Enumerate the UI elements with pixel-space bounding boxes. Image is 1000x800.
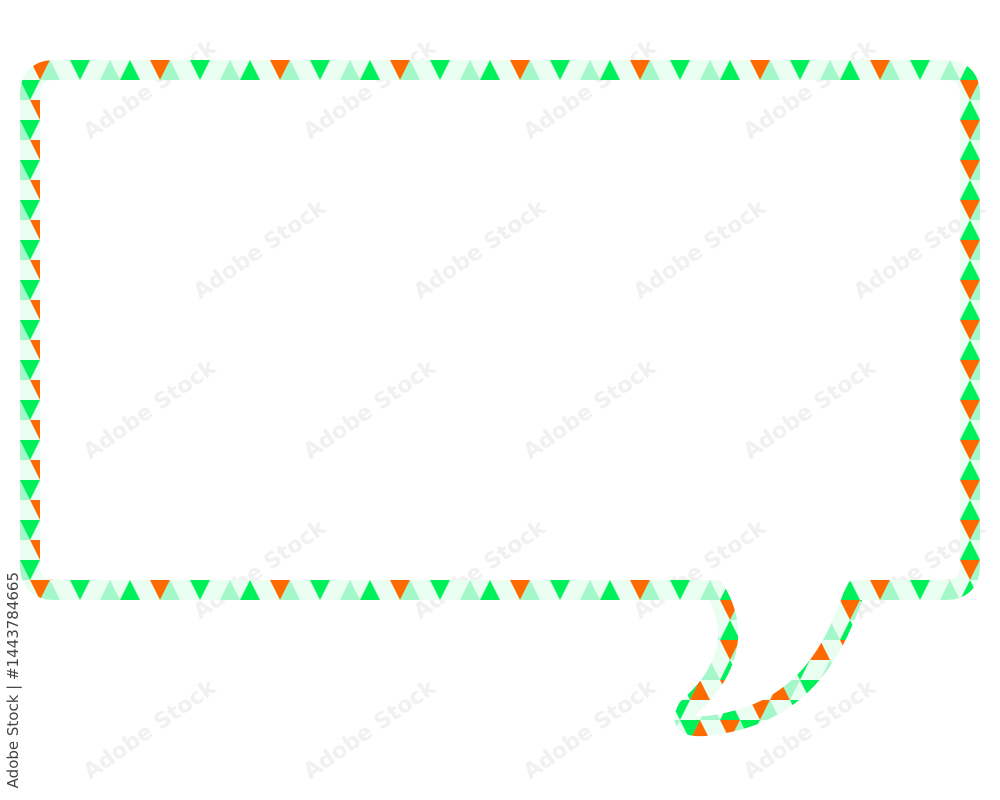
watermark-text: Adobe Stock	[299, 35, 442, 145]
watermark-text: Adobe Stock	[739, 35, 882, 145]
watermark-text: Adobe Stock	[409, 515, 552, 625]
watermark-text: Adobe Stock	[299, 355, 442, 465]
watermark-text: Adobe Stock	[519, 35, 662, 145]
watermark-layer: Adobe Stock Adobe Stock Adobe Stock Adobe S…	[79, 35, 992, 785]
watermark-text: Adobe Stock	[79, 355, 222, 465]
watermark-text: Adobe Stock	[409, 195, 552, 305]
watermark-text: Adobe Stock	[629, 515, 772, 625]
stock-credit: Adobe Stock | #1443784665	[4, 571, 22, 788]
watermark-text: Adobe Stock	[629, 195, 772, 305]
watermark-text: Adobe Stock	[189, 195, 332, 305]
watermark-text: Adobe Stock	[739, 355, 882, 465]
watermark-text: Adobe Stock	[739, 675, 882, 785]
watermark-text: Adobe Stock	[299, 675, 442, 785]
speech-bubble-outline	[20, 60, 980, 737]
watermark-text: Adobe Stock	[79, 675, 222, 785]
watermark-text: Adobe Stock	[519, 355, 662, 465]
watermark-text: Adobe Stock	[519, 675, 662, 785]
watermark-text: Adobe Stock	[189, 515, 332, 625]
watermark-text: Adobe Stock	[79, 35, 222, 145]
